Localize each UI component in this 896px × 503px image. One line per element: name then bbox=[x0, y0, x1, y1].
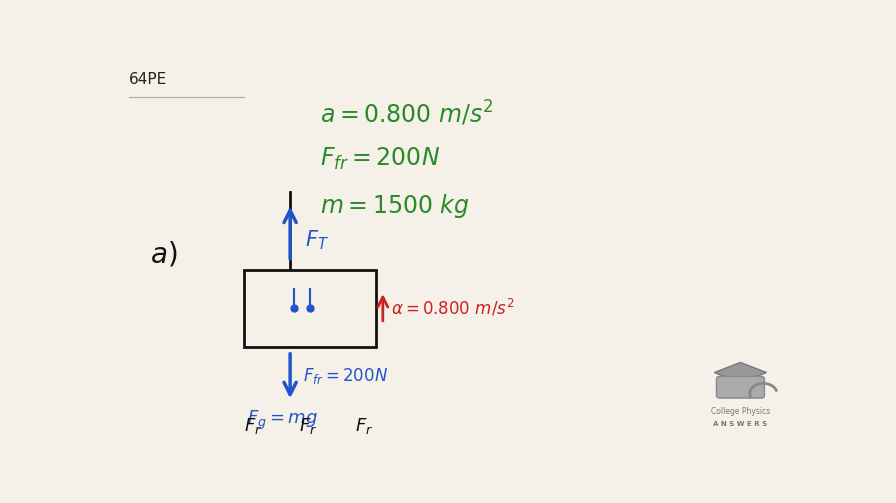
Text: $m = 1500\ kg$: $m = 1500\ kg$ bbox=[321, 192, 470, 220]
Bar bbox=[244, 270, 376, 347]
Text: $a)$: $a)$ bbox=[151, 239, 177, 269]
Text: $\alpha = 0.800\ m/s^2$: $\alpha = 0.800\ m/s^2$ bbox=[392, 297, 514, 318]
Text: $F_r$: $F_r$ bbox=[355, 416, 374, 436]
Text: $F_{fr} = 200N$: $F_{fr} = 200N$ bbox=[303, 366, 388, 386]
Text: $a = 0.800\ m/s^2$: $a = 0.800\ m/s^2$ bbox=[321, 99, 494, 128]
Text: $F_T$: $F_T$ bbox=[306, 229, 330, 253]
Text: $F_r$: $F_r$ bbox=[299, 416, 318, 436]
Text: $F_{fr} = 200N$: $F_{fr} = 200N$ bbox=[321, 145, 440, 172]
Text: $F_r$: $F_r$ bbox=[244, 416, 263, 436]
Text: $F_g = mg$: $F_g = mg$ bbox=[247, 409, 319, 432]
Text: 64PE: 64PE bbox=[129, 72, 168, 87]
